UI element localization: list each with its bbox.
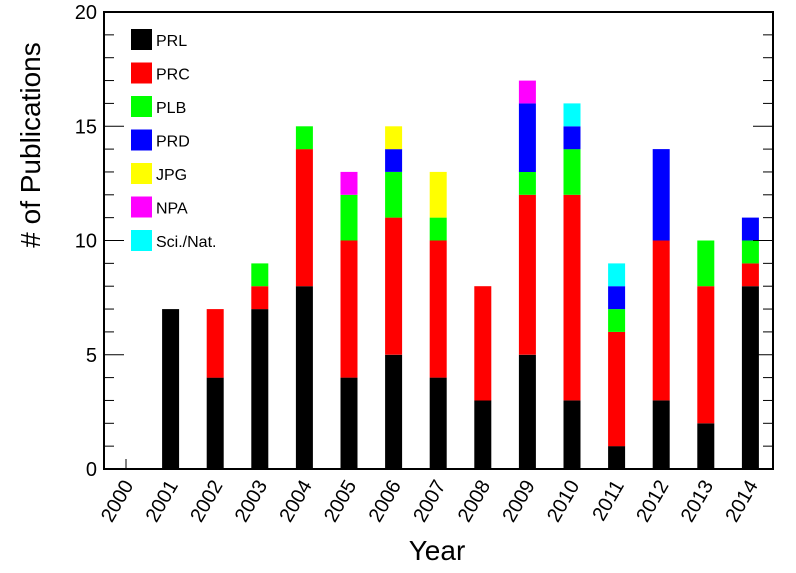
bar-segment-2008-prl [474, 400, 492, 469]
bar-segment-2003-prl [251, 309, 269, 469]
bar-segment-2014-prd [741, 217, 759, 241]
legend-label: PRD [156, 134, 190, 151]
bar-segment-2005-prl [340, 377, 358, 469]
bar-segment-2006-prc [385, 217, 403, 355]
bar-segment-2007-prl [429, 377, 447, 469]
x-tick-label: 2001 [142, 477, 183, 527]
legend: PRL PRC PLB PRD JPG NPA Sci./Nat. [131, 29, 216, 251]
y-tick-label: 10 [75, 231, 97, 253]
x-tick-label: 2005 [320, 477, 361, 527]
bar-segment-2009-prl [518, 354, 536, 470]
x-tick-label: 2002 [186, 477, 227, 527]
x-tick-labels: 2000 2001 2002 2003 2004 2005 2006 2007 2008 2009… [97, 477, 763, 527]
bar-segment-2013-prc [697, 286, 715, 424]
bar-segment-2009-npa [518, 80, 536, 104]
bar-group [162, 80, 759, 470]
bar-segment-2012-prl [652, 400, 670, 469]
bar-segment-2001-prl [162, 309, 180, 469]
legend-label: Sci./Nat. [156, 234, 216, 251]
y-tick-labels: 0 5 10 15 20 [75, 2, 97, 481]
legend-label: PLB [156, 100, 186, 117]
legend-label: PRC [156, 67, 190, 84]
y-tick-label: 20 [75, 2, 97, 24]
bar-segment-2010-prc [563, 194, 581, 401]
bar-segment-2006-prl [385, 354, 403, 470]
bar-segment-2012-prd [652, 149, 670, 241]
bar-segment-2004-prc [295, 149, 313, 287]
bar-segment-2005-plb [340, 194, 358, 241]
bar-segment-2010-prd [563, 126, 581, 150]
bar-segment-2007-plb [429, 217, 447, 241]
bar-segment-2012-prc [652, 240, 670, 401]
bar-segment-2011-scinat [608, 263, 626, 287]
bar-segment-2009-prc [518, 194, 536, 355]
bar-segment-2003-plb [251, 263, 269, 287]
x-tick-label: 2013 [677, 477, 718, 527]
bar-segment-2011-prc [608, 331, 626, 447]
x-tick-label: 2006 [365, 477, 406, 527]
legend-swatch-plb [131, 96, 152, 117]
legend-swatch-jpg [131, 163, 152, 184]
legend-swatch-npa [131, 196, 152, 218]
y-axis-title: # of Publications [15, 42, 46, 247]
bar-segment-2005-prc [340, 240, 358, 378]
bar-segment-2010-scinat [563, 103, 581, 127]
bar-segment-2013-plb [697, 240, 715, 287]
bar-segment-2013-prl [697, 423, 715, 469]
legend-swatch-prc [131, 62, 152, 84]
bar-segment-2010-prl [563, 400, 581, 469]
bar-segment-2004-plb [295, 126, 313, 150]
x-tick-label: 2008 [454, 477, 495, 527]
bar-segment-2010-plb [563, 149, 581, 195]
x-tick-label: 2004 [275, 477, 316, 527]
y-tick-label: 5 [86, 345, 97, 367]
plot-frame [103, 11, 774, 470]
x-tick-label: 2011 [588, 477, 629, 525]
legend-swatch-prd [131, 129, 152, 151]
x-axis-title: Year [409, 535, 466, 566]
legend-label: JPG [156, 167, 187, 184]
x-tick-label: 2012 [632, 477, 673, 527]
bar-segment-2014-prc [741, 263, 759, 287]
x-tick-label: 2000 [97, 477, 138, 527]
x-tick-label: 2014 [721, 477, 762, 527]
bar-segment-2011-prl [608, 446, 626, 469]
bar-segment-2006-jpg [385, 126, 403, 150]
bar-segment-2007-prc [429, 240, 447, 378]
bar-segment-2002-prl [206, 377, 224, 469]
bar-segment-2014-prl [741, 286, 759, 469]
bar-segment-2005-npa [340, 171, 358, 195]
x-tick-label: 2007 [409, 477, 450, 527]
x-tick-label: 2009 [498, 477, 539, 527]
bar-segment-2011-plb [608, 309, 626, 332]
legend-label: NPA [156, 201, 188, 218]
bar-segment-2011-prd [608, 286, 626, 310]
bar-segment-2006-prd [385, 149, 403, 172]
y-tick-label: 15 [75, 116, 97, 138]
bar-segment-2007-jpg [429, 171, 447, 218]
bar-segment-2009-prd [518, 103, 536, 172]
bar-segment-2008-prc [474, 286, 492, 401]
bar-segment-2002-prc [206, 309, 224, 378]
legend-label: PRL [156, 33, 187, 50]
legend-swatch-scinat [131, 230, 152, 251]
x-tick-label: 2010 [543, 477, 584, 527]
bar-segment-2004-prl [295, 286, 313, 469]
x-tick-label: 2003 [231, 477, 272, 527]
bar-segment-2009-plb [518, 171, 536, 195]
bar-segment-2014-plb [741, 240, 759, 264]
legend-swatch-prl [131, 29, 152, 50]
bar-segment-2003-prc [251, 286, 269, 310]
bar-segment-2006-plb [385, 171, 403, 218]
y-tick-label: 0 [86, 459, 97, 481]
